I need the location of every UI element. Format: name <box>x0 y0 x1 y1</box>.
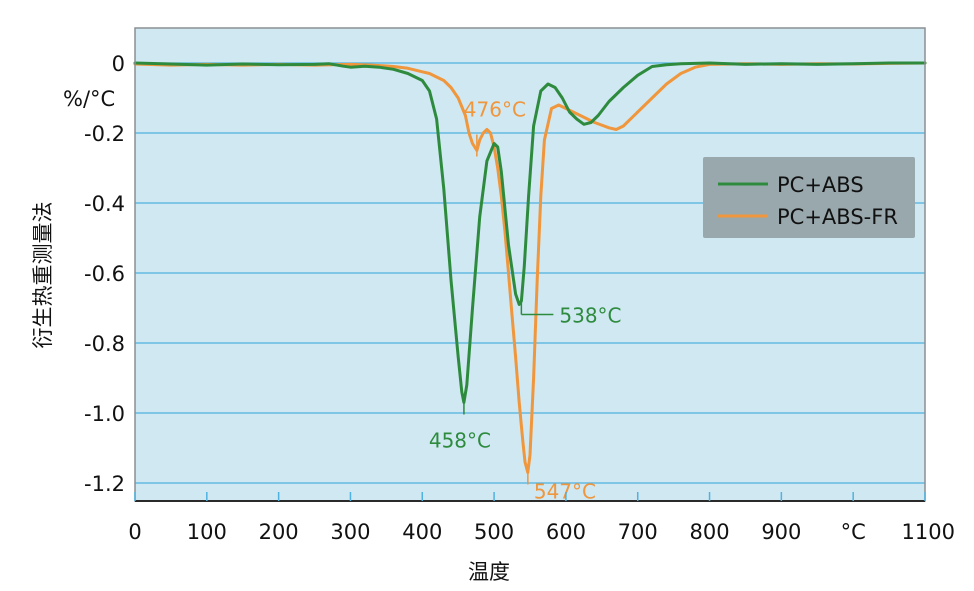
x-tick-label: °C <box>841 520 866 544</box>
series-line-pc-abs <box>133 61 927 404</box>
series-line-pc-abs-fr <box>133 61 927 474</box>
y-axis-label: 衍生热重测量法 <box>31 202 55 349</box>
legend-label-pc-abs: PC+ABS <box>777 173 864 197</box>
legend: PC+ABS PC+ABS-FR <box>703 157 915 238</box>
y-tick-label: 0 <box>112 52 125 76</box>
y-tick-label: -0.6 <box>84 262 125 286</box>
x-tick-label: 300 <box>330 520 370 544</box>
annotations: 476°C 458°C 538°C 547°C <box>429 98 622 504</box>
annotation-458: 458°C <box>429 429 491 453</box>
y-tick-label: -0.4 <box>84 192 125 216</box>
plot-area-background <box>135 28 925 501</box>
x-tick-label: 200 <box>259 520 299 544</box>
legend-box <box>703 157 915 238</box>
x-tick-label: 400 <box>402 520 442 544</box>
y-ticks: 0 -0.2 -0.4 -0.6 -0.8 -1.0 -1.2 <box>84 52 125 496</box>
x-axis-label: 温度 <box>468 560 510 584</box>
annotation-547: 547°C <box>534 480 596 504</box>
x-tick-label: 800 <box>689 520 729 544</box>
y-tick-label: -1.2 <box>84 472 125 496</box>
annotation-476: 476°C <box>464 98 526 122</box>
x-tick-label: 600 <box>546 520 586 544</box>
y-tick-label: -0.2 <box>84 122 125 146</box>
x-tick-label: 900 <box>761 520 801 544</box>
y-tick-label: -0.8 <box>84 332 125 356</box>
x-tick-label: 700 <box>618 520 658 544</box>
series-lines <box>133 61 927 474</box>
x-tick-label: 100 <box>187 520 227 544</box>
legend-label-pc-abs-fr: PC+ABS-FR <box>777 205 898 229</box>
grid-lines <box>135 62 925 484</box>
annotation-538: 538°C <box>559 304 621 328</box>
x-tick-label: 0 <box>128 520 141 544</box>
x-tick-label: 500 <box>474 520 514 544</box>
y-tick-label: -1.0 <box>84 402 125 426</box>
x-tick-label: 1100 <box>902 520 955 544</box>
x-ticks: 0 100 200 300 400 500 600 700 800 900 °C 1100 <box>128 492 955 544</box>
y-unit-label: %/°C <box>63 87 115 111</box>
